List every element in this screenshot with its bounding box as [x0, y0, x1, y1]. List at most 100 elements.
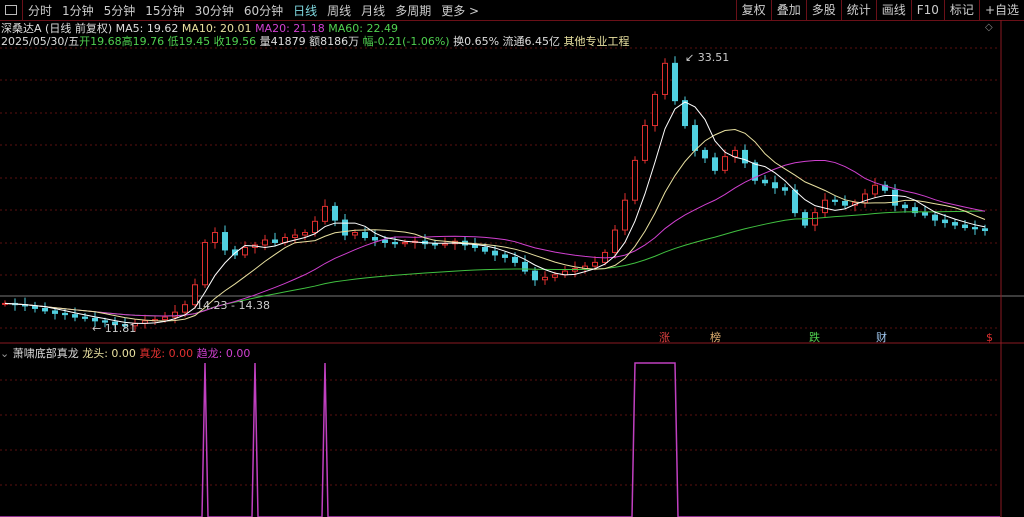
period-tab[interactable]: 分时	[28, 3, 53, 18]
top-toolbar: 分时 1分钟 5分钟 15分钟 30分钟 60分钟 日线 周线 月线 多周期 更多 > 复权 叠加 多股…	[0, 0, 1024, 21]
candle-down	[782, 187, 788, 191]
candle-up	[322, 205, 328, 222]
change: 幅-0.21(-1.06%)	[362, 35, 450, 48]
candle-down	[482, 246, 488, 252]
candle-down	[892, 189, 898, 206]
quote-line: 2025/05/30/五开19.68高19.76 低19.45 收19.56 量…	[1, 33, 630, 49]
period-tab[interactable]: 15分钟	[145, 3, 185, 18]
period-tab[interactable]: 5分钟	[103, 3, 136, 18]
candle-up	[632, 159, 638, 201]
candle-down	[942, 219, 948, 224]
event-marker[interactable]: 榜	[710, 330, 721, 344]
candle-down	[672, 62, 678, 102]
candle-up	[302, 232, 308, 236]
candle-down	[742, 149, 748, 164]
candle-down	[502, 254, 508, 258]
indicator-longtou: 龙头: 0.00	[82, 347, 136, 360]
ma20-label: MA20: 21.18	[255, 22, 325, 35]
toolbar-button[interactable]: F10	[910, 0, 944, 20]
candle-down	[682, 100, 688, 127]
industry[interactable]: 其他专业工程	[563, 35, 630, 48]
ma20-line	[4, 160, 986, 317]
event-marker[interactable]: 涨	[659, 331, 670, 344]
low: 低19.45	[167, 35, 211, 48]
adjust-mode[interactable]: (日线 前复权)	[45, 22, 113, 35]
toolbar-button[interactable]: 标记	[943, 0, 979, 20]
candle-down	[762, 179, 768, 184]
candle-down	[712, 157, 718, 171]
candle-down	[342, 219, 348, 236]
ma5-label: MA5: 19.62	[115, 22, 179, 35]
candle-down	[752, 162, 758, 181]
indicator-zhenlong: 真龙: 0.00	[139, 347, 194, 360]
candle-down	[692, 125, 698, 151]
range-label: 14.23 - 14.38	[196, 299, 270, 312]
candle-down	[522, 261, 528, 272]
candle-down	[362, 232, 368, 239]
candle-down	[112, 321, 118, 326]
candle-down	[102, 320, 108, 323]
candle-down	[222, 232, 228, 251]
period-tab[interactable]: 月线	[361, 3, 386, 18]
diamond-icon: ◇	[985, 22, 993, 33]
candle-up	[552, 274, 558, 278]
candle-down	[42, 307, 48, 312]
candle-up	[242, 246, 248, 256]
indicator-name[interactable]: 萧啸底部真龙	[12, 347, 79, 360]
candle-down	[982, 228, 988, 232]
candle-up	[202, 241, 208, 286]
candle-down	[332, 205, 338, 221]
candle-down	[52, 310, 58, 314]
candle-down	[472, 244, 478, 248]
event-marker[interactable]: $	[986, 331, 993, 344]
candle-up	[182, 304, 188, 313]
candle-down	[952, 222, 958, 226]
candle-up	[352, 232, 358, 236]
ma5-line	[4, 101, 986, 324]
toolbar-button[interactable]: 统计	[840, 0, 876, 20]
candle-up	[262, 239, 268, 246]
collapse-icon[interactable]: ⌄	[0, 347, 10, 360]
period-tab[interactable]: 周线	[327, 3, 352, 18]
candle-down	[532, 270, 538, 281]
date: 2025/05/30/五	[1, 35, 80, 48]
toolbar-button[interactable]: +自选	[978, 0, 1024, 20]
candle-down	[62, 312, 68, 316]
candle-down	[912, 207, 918, 214]
candle-down	[882, 184, 888, 191]
toolbar-button[interactable]: 多股	[805, 0, 841, 20]
candle-up	[292, 234, 298, 239]
period-tab[interactable]: 更多 >	[441, 3, 480, 18]
candle-down	[932, 214, 938, 221]
stock-header: 深桑达A (日线 前复权) MA5: 19.62 MA10: 20.01 MA2…	[1, 20, 398, 36]
period-tab[interactable]: 多周期	[395, 3, 432, 18]
candle-up	[402, 241, 408, 245]
event-marker[interactable]: 跌	[809, 330, 820, 344]
period-tab[interactable]: 日线	[293, 3, 318, 18]
panel-toggle-icon[interactable]	[0, 0, 23, 20]
toolbar-button[interactable]: 叠加	[770, 0, 806, 20]
candle-up	[732, 149, 738, 158]
period-tab[interactable]: 30分钟	[194, 3, 234, 18]
toolbar-button[interactable]: 复权	[735, 0, 771, 20]
candle-up	[662, 62, 668, 95]
candle-up	[312, 220, 318, 234]
event-marker[interactable]: 财	[876, 330, 887, 344]
candle-down	[702, 149, 708, 159]
indicator-signal-line	[0, 362, 1000, 517]
candle-down	[72, 314, 78, 318]
candle-down	[512, 256, 518, 263]
candle-down	[372, 237, 378, 241]
candle-down	[972, 227, 978, 230]
candle-down	[82, 316, 88, 319]
period-tab[interactable]: 1分钟	[62, 3, 94, 18]
candle-down	[432, 243, 438, 246]
toolbar-button[interactable]: 画线	[875, 0, 911, 20]
turnover: 换0.65%	[453, 35, 500, 48]
indicator-qulong: 趋龙: 0.00	[196, 347, 251, 360]
period-tab[interactable]: 60分钟	[243, 3, 284, 18]
stock-name: 深桑达A	[1, 22, 42, 35]
candle-down	[902, 204, 908, 209]
candle-up	[172, 311, 178, 318]
